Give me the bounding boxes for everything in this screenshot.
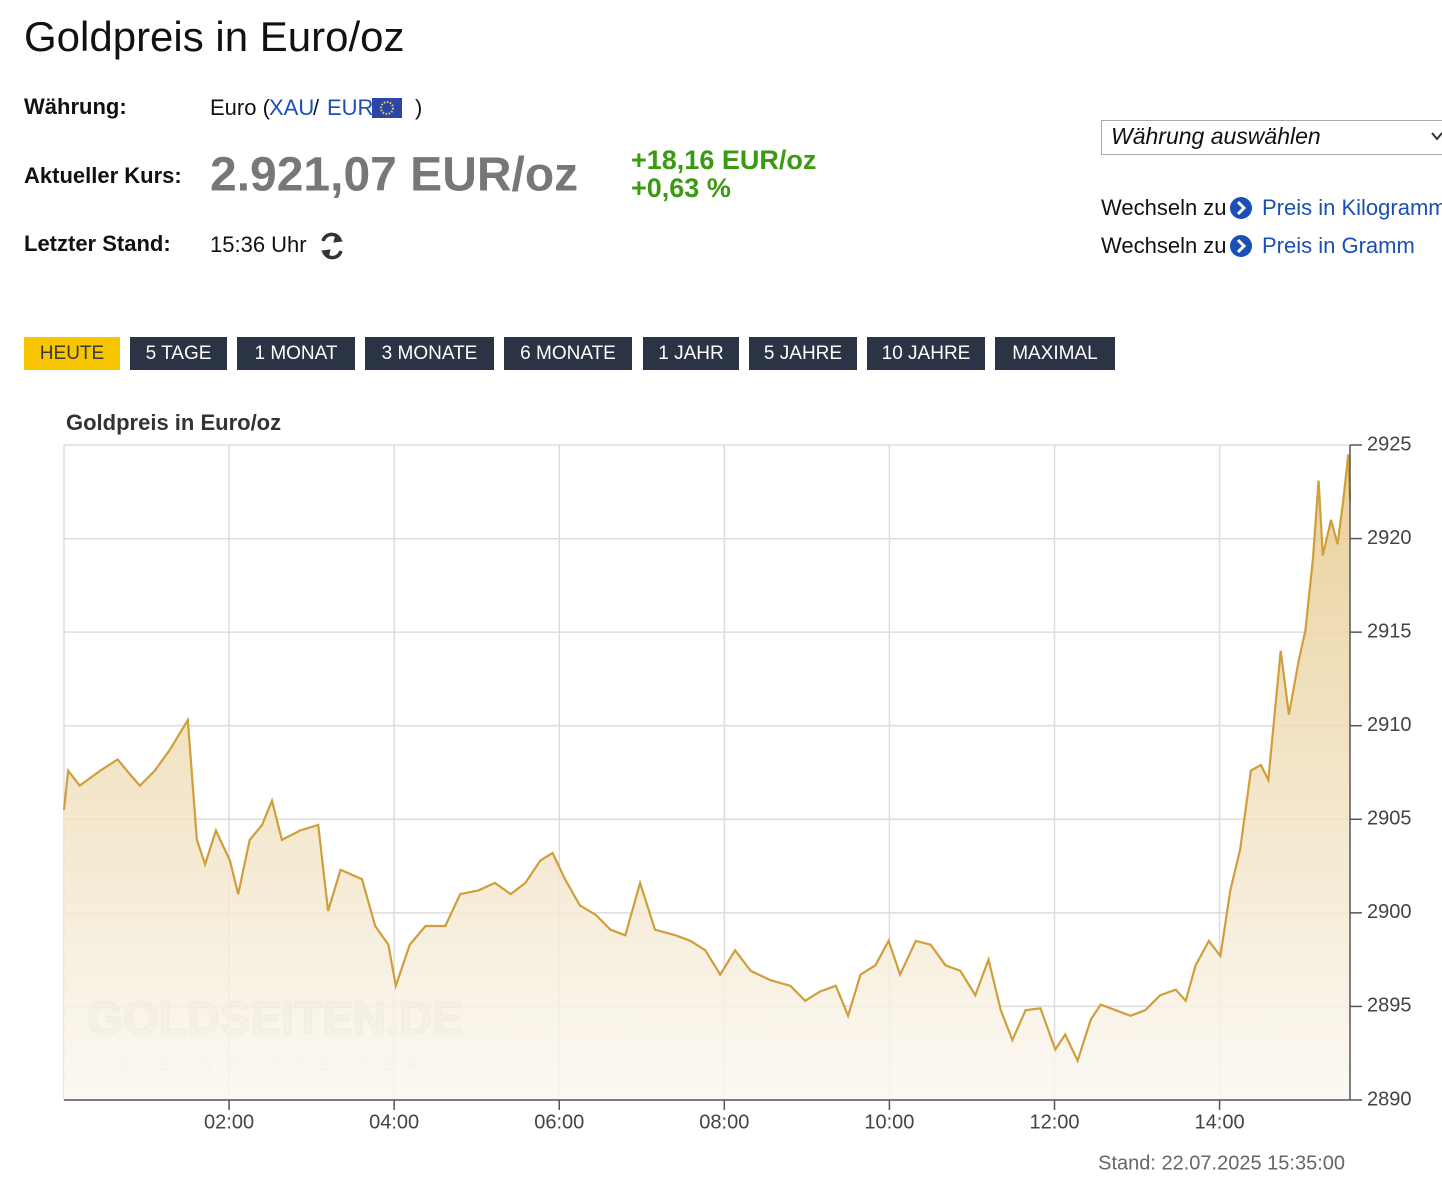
link[interactable]: Preis in Gramm <box>1262 233 1415 258</box>
y-tick-label: 2895 <box>1367 995 1412 1017</box>
xau-link[interactable]: XAU <box>269 95 314 120</box>
x-tick-label: 14:00 <box>1195 1111 1245 1133</box>
y-tick-label: 2920 <box>1367 527 1412 549</box>
link-chevron <box>1236 200 1247 216</box>
range-button-label[interactable]: 5 JAHRE <box>764 343 842 364</box>
range-button-label[interactable]: 3 MONATE <box>382 343 478 364</box>
link-prefix: Wechseln zu <box>1101 233 1227 258</box>
y-tick-label: 2900 <box>1367 901 1412 923</box>
range-button-label[interactable]: 1 JAHR <box>658 343 723 364</box>
area <box>64 454 1350 1100</box>
close-paren: ) <box>415 95 422 120</box>
x-tick-label: 12:00 <box>1029 1111 1079 1133</box>
time: 15:36 Uhr <box>210 232 307 257</box>
range-button[interactable] <box>130 337 227 370</box>
currency-select[interactable] <box>1101 120 1442 155</box>
eur-link[interactable]: EUR <box>327 95 373 120</box>
link[interactable]: Preis in Kilogramm <box>1262 195 1442 220</box>
range-button-label[interactable]: MAXIMAL <box>1012 343 1098 364</box>
select-text[interactable]: Währung auswählen <box>1111 123 1321 149</box>
x-tick-label: 04:00 <box>369 1111 419 1133</box>
range-button[interactable] <box>867 337 985 370</box>
range-button[interactable] <box>643 337 739 370</box>
range-button-label[interactable]: HEUTE <box>40 343 104 364</box>
chart: 2890 2895 2900 2905 2910 2915 2920 2925 02:00 04:… <box>62 433 1412 1133</box>
x-tick-label: 08:00 <box>699 1111 749 1133</box>
link-chevron <box>1236 238 1247 254</box>
range-button[interactable] <box>237 337 355 370</box>
y-tick-label: 2905 <box>1367 808 1412 830</box>
currency-label: Währung: <box>24 94 127 119</box>
slash: / <box>313 95 320 120</box>
range-button-label[interactable]: 5 TAGE <box>146 343 212 364</box>
x-tick-label: 02:00 <box>204 1111 254 1133</box>
refresh-icon[interactable] <box>321 232 343 260</box>
range-buttons: HEUTE 5 TAGE 1 MONAT 3 MONATE 6 MONATE 1 JAHR… <box>24 337 1115 370</box>
range-button[interactable] <box>504 337 632 370</box>
price: 2.921,07 EUR/oz <box>210 149 578 202</box>
range-button-label[interactable]: 1 MONAT <box>254 343 337 364</box>
x-tick-label: 06:00 <box>534 1111 584 1133</box>
x-tick-label: 10:00 <box>864 1111 914 1133</box>
y-tick-label: 2890 <box>1367 1088 1412 1110</box>
range-button[interactable] <box>365 337 494 370</box>
change-pct: +0,63 % <box>631 173 731 203</box>
y-tick-label: 2925 <box>1367 433 1412 455</box>
range-button[interactable] <box>749 337 857 370</box>
select-chevron <box>1431 132 1442 141</box>
time-label: Letzter Stand: <box>24 231 171 256</box>
chart-title: Goldpreis in Euro/oz <box>66 410 281 435</box>
range-button-label[interactable]: 10 JAHRE <box>882 343 971 364</box>
link-icon <box>1230 235 1252 257</box>
price-label: Aktueller Kurs: <box>24 163 182 188</box>
y-tick-label: 2915 <box>1367 620 1412 642</box>
chart-footer: Stand: 22.07.2025 15:35:00 <box>1098 1152 1345 1174</box>
currency-text: Euro ( <box>210 95 271 120</box>
link-icon <box>1230 197 1252 219</box>
range-button[interactable] <box>24 337 120 370</box>
range-button-label[interactable]: 6 MONATE <box>520 343 616 364</box>
range-button[interactable] <box>995 337 1115 370</box>
line <box>62 454 1352 1064</box>
eu-flag <box>372 98 402 118</box>
y-tick-label: 2910 <box>1367 714 1412 736</box>
link-prefix: Wechseln zu <box>1101 195 1227 220</box>
change-abs: +18,16 EUR/oz <box>631 145 816 175</box>
page-title: Goldpreis in Euro/oz <box>24 13 405 60</box>
